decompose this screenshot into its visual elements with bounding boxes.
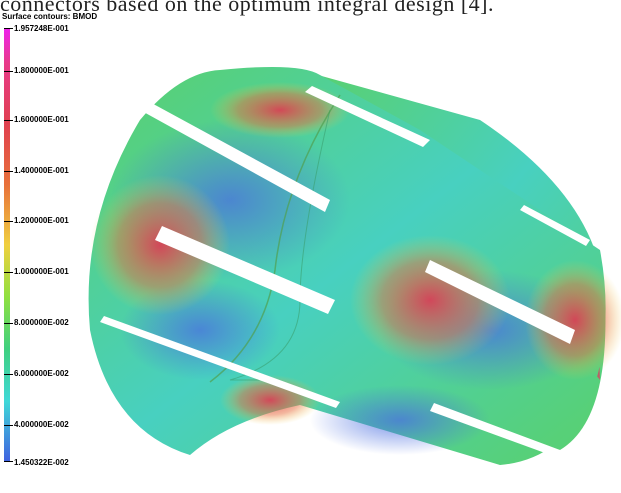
colorbar-tick [4,171,13,172]
colorbar-label: 1.800000E-001 [14,66,69,75]
ring-edge [209,94,341,383]
colorbar-tick [4,461,13,462]
colorbar-title: Surface contours: BMOD [2,12,98,21]
colorbar-tick [4,120,13,121]
colorbar-label-max: 1.957248E-001 [14,24,69,33]
colorbar-tick [4,323,13,324]
colorbar-tick [4,374,13,375]
colorbar-tick [4,425,13,426]
colorbar-label: 1.000000E-001 [14,267,69,276]
colorbar-tick [4,71,13,72]
colorbar-label: 4.000000E-002 [14,420,69,429]
colorbar-label: 6.000000E-002 [14,369,69,378]
colorbar-label: 1.600000E-001 [14,115,69,124]
colorbar-label: 8.000000E-002 [14,318,69,327]
cylinder-front-body [88,66,621,465]
colorbar-tick [4,221,13,222]
colorbar-label: 1.200000E-001 [14,216,69,225]
colorbar-gradient [4,28,10,462]
caption-text: connectors based on the optimum integral… [0,0,494,16]
cylinder-slots [100,86,590,457]
colorbar-tick [4,28,13,29]
colorbar-label: 1.400000E-001 [14,166,69,175]
colorbar-label-min: 1.450322E-002 [14,458,69,467]
colorbar-tick [4,272,13,273]
